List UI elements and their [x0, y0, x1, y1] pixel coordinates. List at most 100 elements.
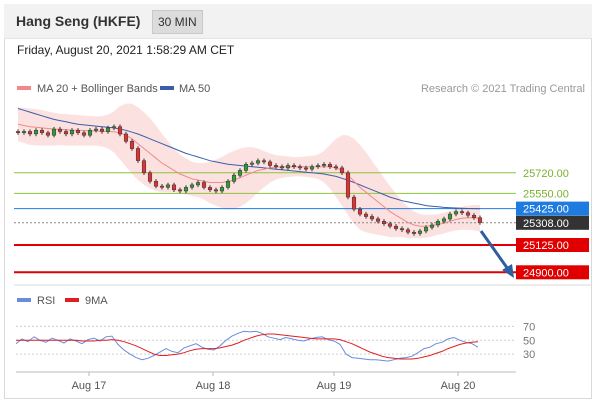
price-level-tag-5 — [516, 265, 589, 280]
candle-75 — [465, 210, 471, 218]
candle-25 — [165, 182, 171, 190]
candle-30 — [195, 180, 201, 188]
chart-header: Hang Seng (HKFE) 30 MIN — [4, 4, 592, 39]
candle-51 — [321, 162, 327, 168]
candle-23 — [153, 179, 159, 189]
candle-67 — [417, 228, 423, 236]
candle-49 — [309, 164, 315, 172]
x-axis: Aug 17 Aug 18 Aug 19 Aug 20 — [72, 372, 476, 392]
ma20-legend-label: MA 20 + Bollinger Bands — [37, 83, 158, 95]
candle-35 — [225, 179, 231, 190]
candle-58 — [363, 211, 369, 219]
ma50-line — [17, 108, 481, 210]
candle-28 — [183, 185, 189, 194]
copyright-text: Research © 2021 Trading Central — [421, 83, 585, 95]
candle-77 — [477, 215, 483, 225]
price-level-labels: 25720.00 25550.00 25425.00 25308.00 25125.00… — [516, 168, 589, 280]
candle-54 — [339, 165, 345, 175]
candlesticks — [15, 124, 483, 236]
candle-43 — [273, 163, 279, 169]
price-level-label-4: 25125.00 — [523, 240, 569, 252]
candle-2 — [27, 129, 33, 137]
candle-37 — [237, 168, 243, 178]
candle-41 — [261, 158, 267, 165]
candle-56 — [351, 194, 357, 212]
price-level-label-5: 24900.00 — [523, 267, 569, 279]
candle-14 — [99, 126, 105, 134]
candle-36 — [231, 173, 237, 184]
price-levels — [14, 172, 516, 274]
candle-44 — [279, 164, 285, 171]
candle-11 — [81, 130, 87, 138]
price-level-label-3: 25308.00 — [523, 218, 569, 230]
rsi-tick-label-1: 50 — [523, 335, 535, 347]
candle-45 — [285, 163, 291, 171]
x-tick-label-2: Aug 19 — [317, 380, 352, 392]
candle-69 — [429, 222, 435, 230]
x-tick-label-0: Aug 17 — [72, 380, 107, 392]
candle-22 — [147, 170, 153, 184]
candle-4 — [39, 128, 45, 135]
candle-27 — [177, 187, 183, 194]
candle-72 — [447, 211, 453, 222]
rsi-legend-label: RSI — [37, 295, 55, 307]
candle-66 — [411, 230, 417, 236]
candle-38 — [243, 162, 249, 173]
candle-17 — [117, 124, 123, 137]
candle-57 — [357, 207, 363, 217]
candle-33 — [213, 187, 219, 194]
rsi-tick-label-0: 70 — [523, 321, 535, 333]
x-tick-label-3: Aug 20 — [441, 380, 476, 392]
candle-55 — [345, 170, 351, 200]
candle-20 — [135, 146, 141, 163]
rsi-series-rsi — [15, 330, 479, 362]
price-level-label-0: 25720.00 — [523, 168, 569, 180]
candle-26 — [171, 182, 177, 192]
candle-48 — [303, 165, 309, 172]
x-tick-label-1: Aug 18 — [196, 380, 231, 392]
timeframe-button[interactable]: 30 MIN — [152, 10, 203, 34]
rsi-tick-label-2: 30 — [523, 349, 535, 361]
candle-64 — [399, 226, 405, 232]
candle-40 — [255, 158, 261, 166]
price-level-tag-3 — [516, 215, 589, 230]
candle-5 — [45, 130, 51, 138]
candle-65 — [405, 227, 411, 235]
candle-42 — [267, 159, 273, 168]
candle-50 — [315, 163, 321, 169]
candle-39 — [249, 160, 255, 167]
candle-1 — [21, 129, 27, 135]
ma20-legend-swatch — [17, 86, 31, 90]
forecast-arrow-head — [502, 264, 514, 278]
candle-70 — [435, 219, 441, 228]
candle-7 — [57, 126, 63, 134]
candle-63 — [393, 224, 399, 231]
candle-9 — [69, 128, 75, 137]
candle-29 — [189, 182, 195, 190]
candle-62 — [387, 221, 393, 229]
candle-60 — [375, 216, 381, 224]
candle-73 — [453, 209, 459, 217]
candle-61 — [381, 219, 387, 226]
candle-18 — [123, 131, 129, 144]
candle-76 — [471, 213, 477, 220]
ma20-line — [17, 123, 481, 227]
rsi-9ma-legend-label: 9MA — [85, 295, 108, 307]
candle-46 — [291, 163, 297, 169]
candle-24 — [159, 184, 165, 190]
candle-6 — [51, 126, 57, 138]
rsi-panel: 70 50 30 — [15, 321, 535, 362]
price-level-tag-2 — [516, 201, 589, 216]
instrument-title: Hang Seng (HKFE) — [16, 13, 141, 29]
rsi-series-9ma — [16, 333, 479, 360]
candle-71 — [441, 216, 447, 224]
chart-widget-frame — [4, 4, 592, 399]
candle-13 — [93, 126, 99, 133]
rsi-9ma-legend-swatch — [65, 298, 79, 302]
price-level-label-1: 25550.00 — [523, 188, 569, 200]
ma50-legend-swatch — [160, 86, 174, 90]
candle-74 — [459, 209, 465, 215]
candle-53 — [333, 164, 339, 171]
candle-0 — [15, 129, 21, 135]
forecast-arrow-shaft — [479, 230, 512, 273]
